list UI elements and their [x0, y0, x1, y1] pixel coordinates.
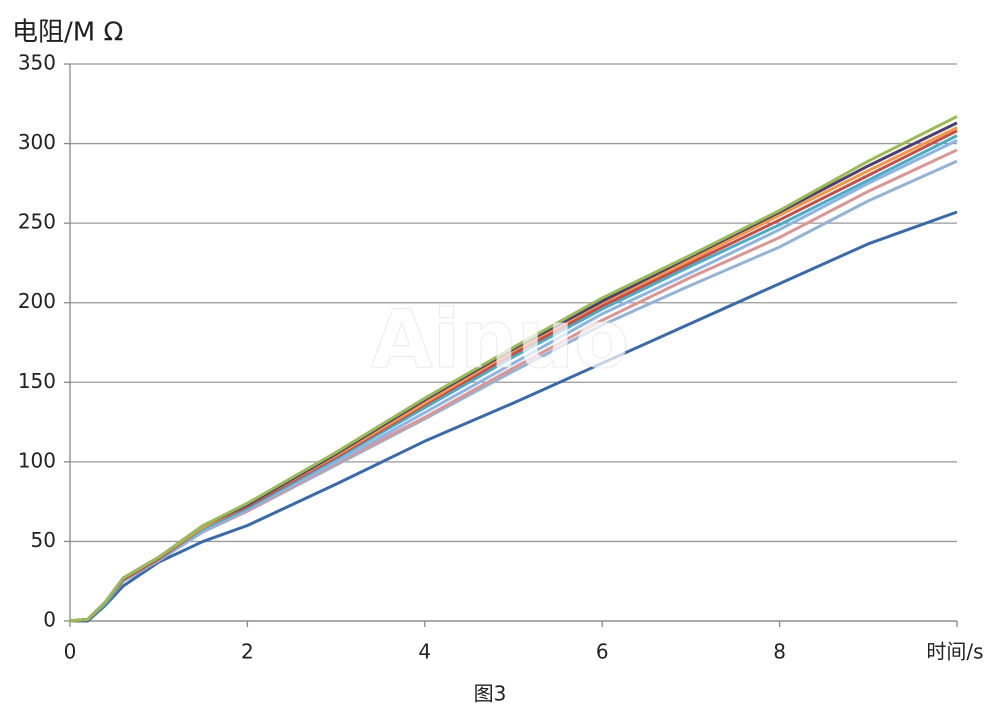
x-tick-label: 0 — [64, 640, 77, 664]
x-axis-title: 时间/s — [926, 640, 983, 664]
y-tick-label: 100 — [18, 448, 56, 472]
y-tick-label: 300 — [18, 130, 56, 154]
y-tick-label: 250 — [18, 210, 56, 234]
series-line — [69, 159, 958, 623]
x-tick-label: 6 — [596, 640, 609, 664]
y-tick-label: 150 — [18, 369, 56, 393]
series-line — [70, 210, 958, 623]
y-axis-title: 电阻/M Ω — [12, 18, 123, 48]
y-tick-label: 0 — [43, 608, 56, 632]
series-line — [69, 115, 958, 623]
y-tick-label: 350 — [18, 51, 56, 75]
watermark: Ainuo — [371, 293, 629, 386]
x-tick-label: 4 — [418, 640, 431, 664]
y-tick-label: 200 — [18, 289, 56, 313]
y-tick-label: 50 — [31, 528, 56, 552]
x-tick-label: 2 — [241, 640, 254, 664]
caption: 图3 — [474, 682, 507, 706]
x-tick-label: 8 — [773, 640, 786, 664]
